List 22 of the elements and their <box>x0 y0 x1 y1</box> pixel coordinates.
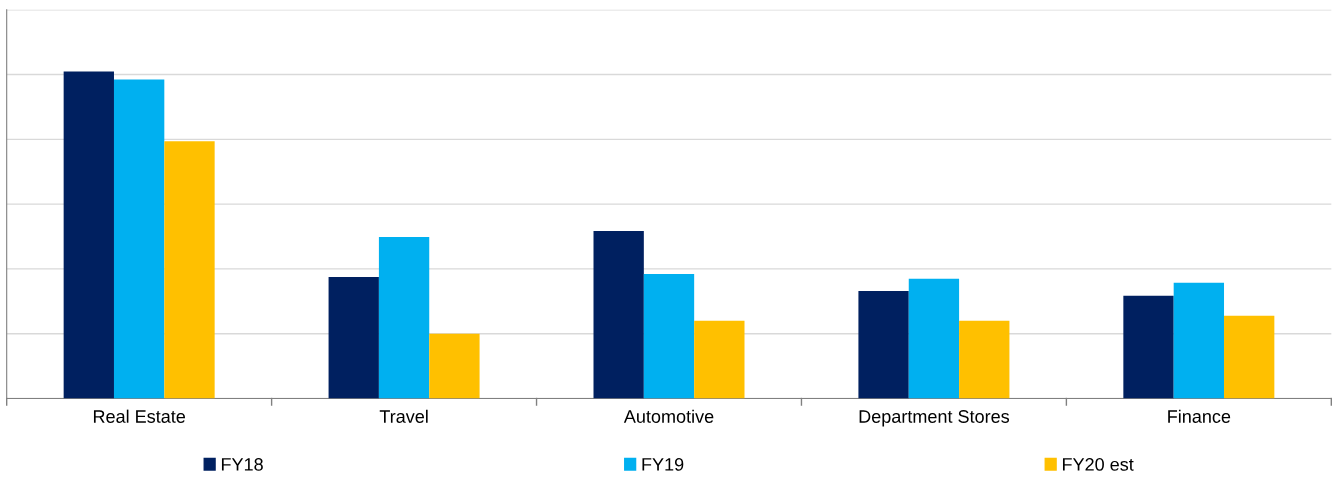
legend-label: FY18 <box>221 458 263 471</box>
x-tick-label: Travel <box>379 409 428 423</box>
bar <box>164 141 215 399</box>
x-tick-label: Real Estate <box>93 409 186 423</box>
x-tick-label: Automotive <box>623 409 714 423</box>
legend-label: FY19 <box>642 458 684 471</box>
x-tick-label: Finance <box>1168 409 1231 423</box>
bar <box>694 320 745 399</box>
bar <box>908 278 960 399</box>
bar <box>63 71 114 399</box>
legend-label: FY20 est <box>1062 458 1134 471</box>
bar <box>643 273 695 399</box>
bar <box>593 231 644 399</box>
bar <box>378 236 430 399</box>
bar <box>328 276 379 399</box>
x-tick-label: Department Stores <box>859 410 1010 427</box>
bar <box>858 290 909 399</box>
bar <box>429 333 480 399</box>
bar <box>1173 282 1225 399</box>
bar <box>1224 315 1275 399</box>
bar <box>959 320 1010 399</box>
bar <box>113 79 165 399</box>
